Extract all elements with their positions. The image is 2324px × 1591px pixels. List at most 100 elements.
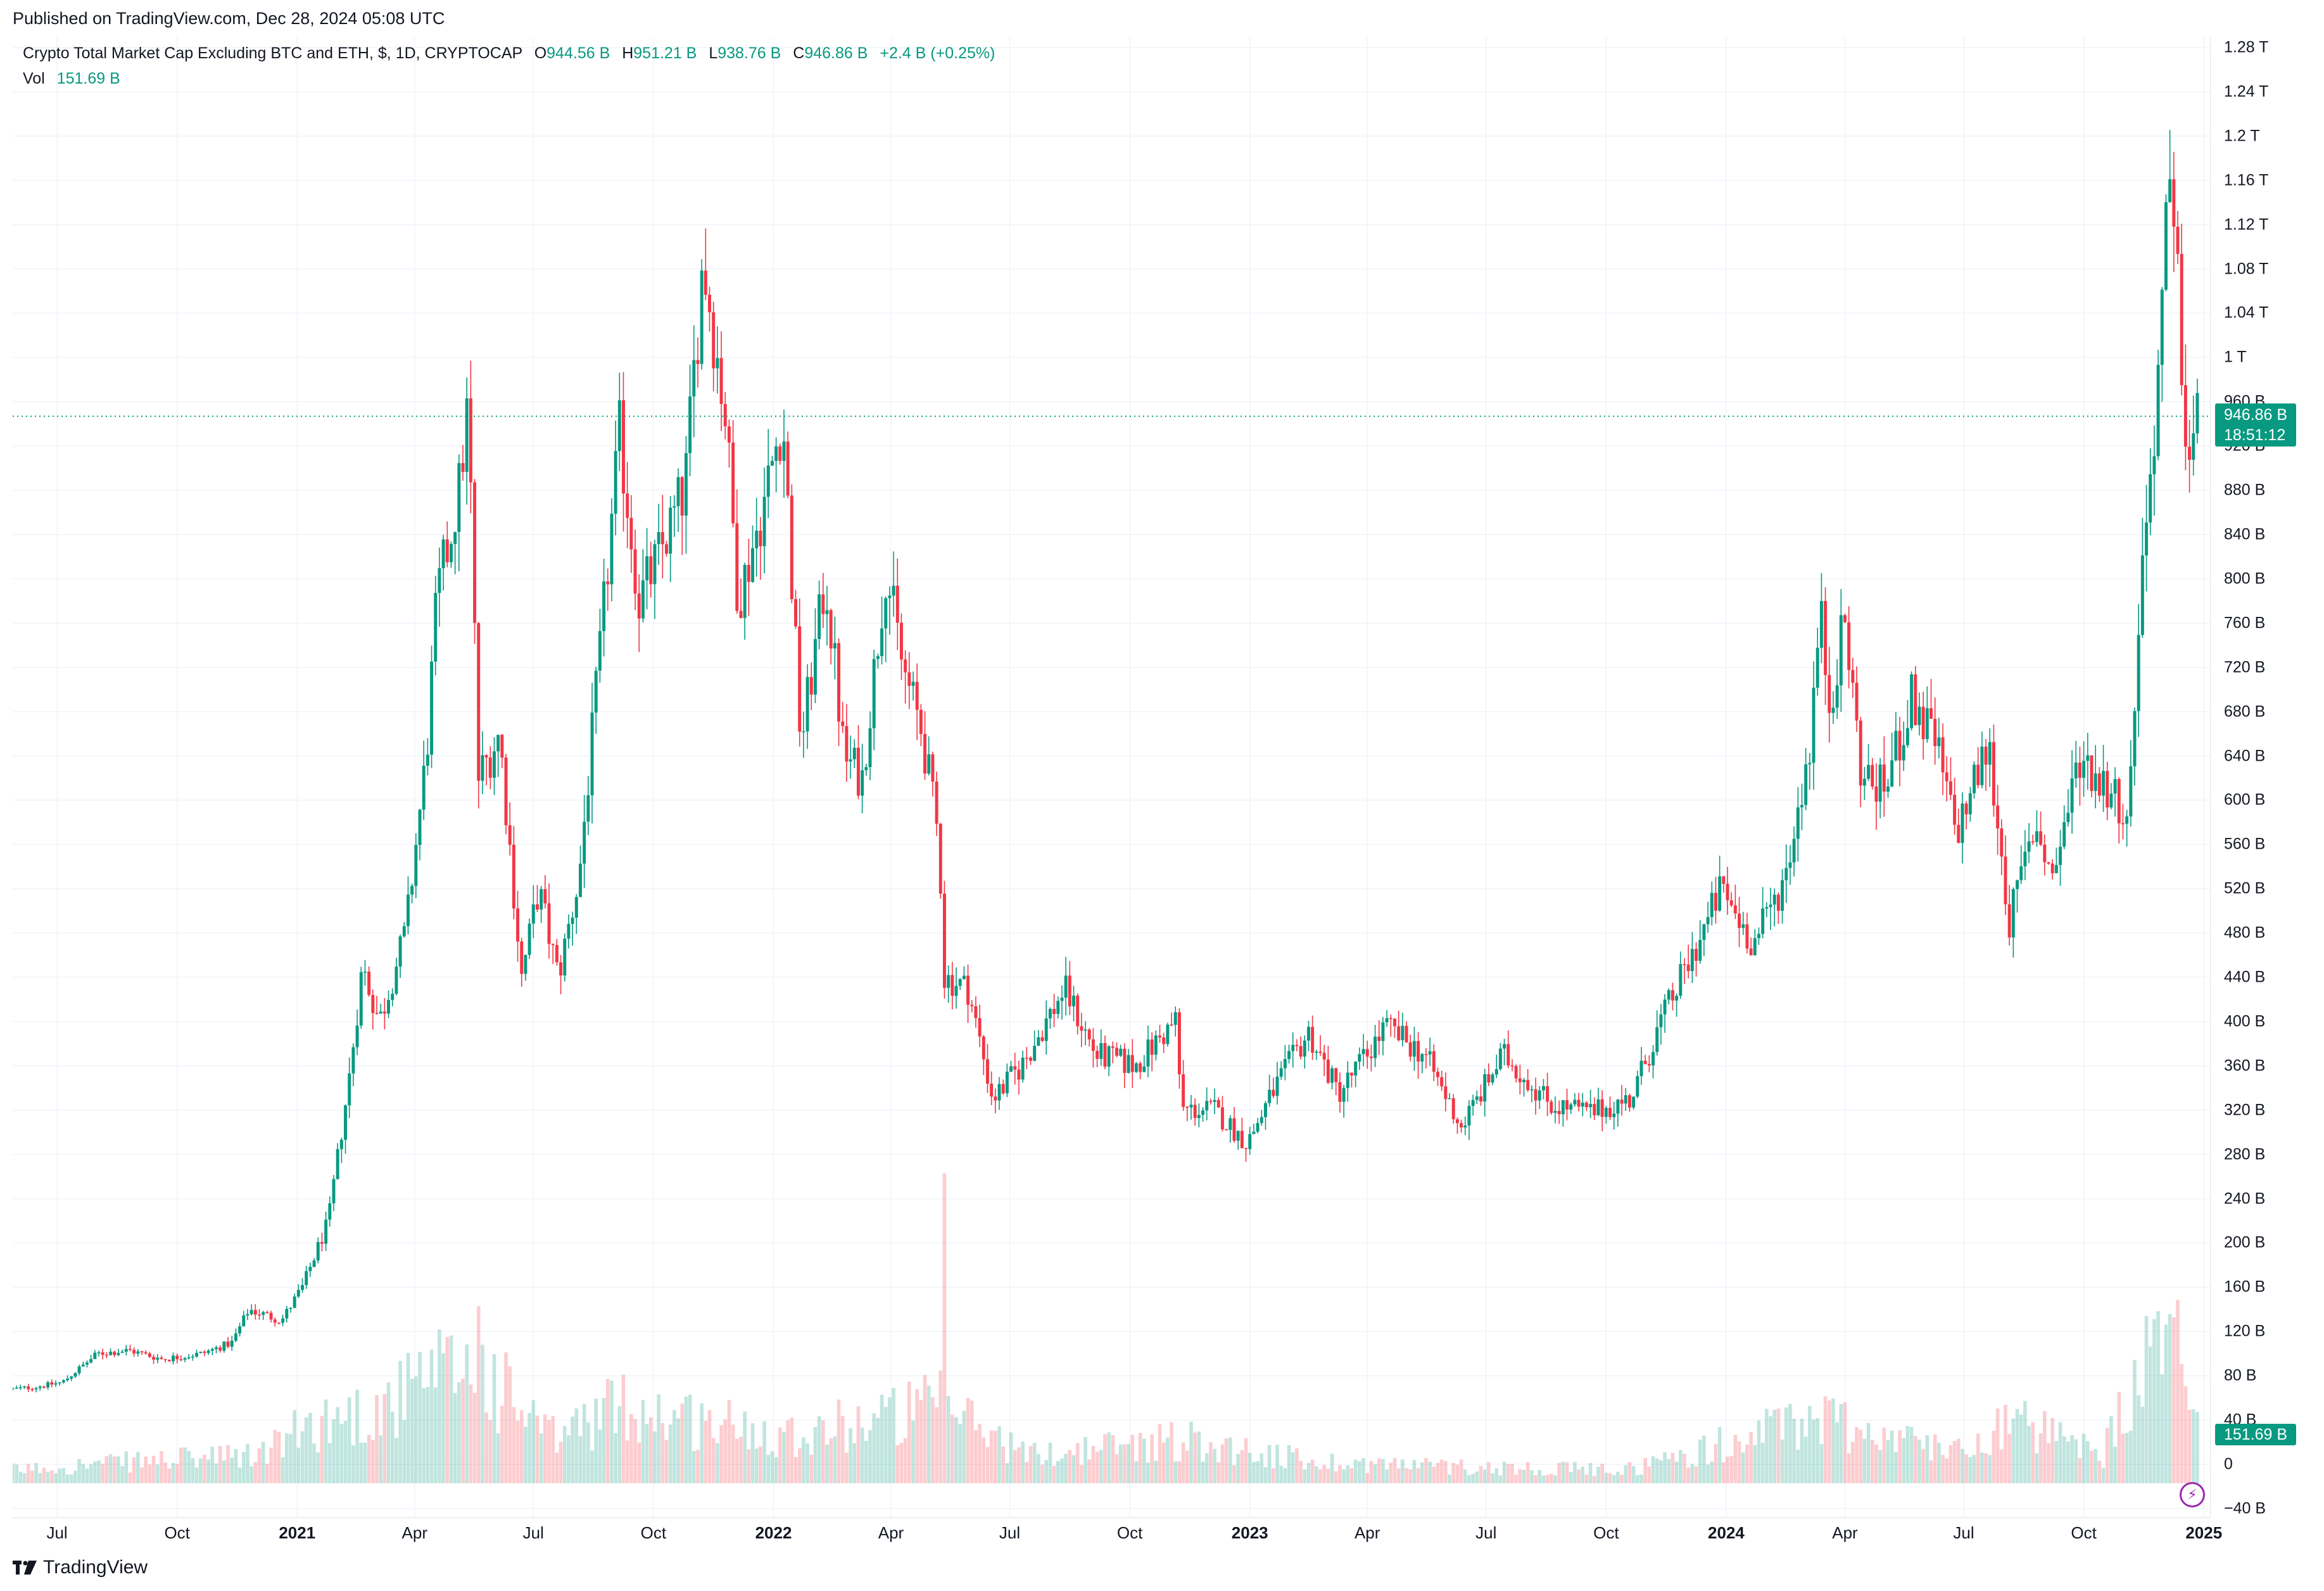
- volume-bar: [805, 1443, 809, 1483]
- volume-bar: [942, 1173, 947, 1483]
- candle-body: [2160, 289, 2164, 365]
- y-tick-label: 1.12 T: [2224, 215, 2269, 234]
- volume-bar: [418, 1352, 422, 1483]
- x-tick-label: 2023: [1231, 1523, 1268, 1542]
- candle-body: [2090, 755, 2093, 791]
- volume-bar: [1181, 1442, 1185, 1483]
- candle-body: [1831, 707, 1835, 713]
- candle-body: [296, 1290, 300, 1297]
- volume-bar: [1260, 1453, 1264, 1483]
- volume-bar: [700, 1403, 704, 1483]
- volume-bar: [1342, 1469, 1346, 1483]
- volume-bar: [1154, 1461, 1158, 1483]
- volume-bar: [739, 1436, 743, 1483]
- volume-bar: [191, 1458, 195, 1483]
- volume-bar: [144, 1456, 148, 1483]
- volume-bar: [1530, 1470, 1534, 1483]
- candle-body: [206, 1350, 210, 1353]
- volume-bar: [296, 1447, 301, 1483]
- volume-bar: [237, 1467, 242, 1483]
- candle-body: [1546, 1086, 1550, 1102]
- volume-bar: [136, 1452, 140, 1483]
- candle-body: [1639, 1060, 1643, 1077]
- volume-bar: [324, 1399, 328, 1483]
- candle-body: [148, 1353, 151, 1357]
- volume-bar: [1816, 1418, 1820, 1483]
- x-tick-label: Jul: [46, 1523, 68, 1542]
- volume-bar: [648, 1417, 653, 1483]
- x-tick-label: Jul: [1953, 1523, 1974, 1542]
- candle-body: [410, 885, 414, 895]
- volume-bar: [433, 1387, 438, 1483]
- legend-vol-label[interactable]: Vol: [23, 70, 45, 87]
- volume-bar: [22, 1473, 27, 1483]
- volume-bar: [938, 1370, 943, 1483]
- candle-body: [449, 543, 453, 562]
- published-info: Published on TradingView.com, Dec 28, 20…: [13, 9, 445, 28]
- volume-bar: [2183, 1386, 2188, 1483]
- volume-bar: [629, 1414, 633, 1483]
- candle-body: [1111, 1046, 1115, 1048]
- candle-body: [1957, 825, 1961, 843]
- volume-bar: [1491, 1473, 1494, 1483]
- candle-body: [559, 962, 563, 976]
- volume-bar: [2043, 1410, 2047, 1483]
- candle-body: [242, 1315, 246, 1327]
- candle-body: [512, 844, 515, 909]
- volume-bar: [1161, 1442, 1166, 1483]
- candle-body: [1804, 764, 1808, 806]
- candle-body: [379, 1011, 382, 1014]
- volume-bar: [1976, 1433, 1980, 1483]
- chart-legend: Crypto Total Market Cap Excluding BTC an…: [23, 41, 995, 91]
- volume-bar: [1577, 1469, 1581, 1483]
- volume-bar: [1040, 1464, 1044, 1483]
- candle-body: [1440, 1077, 1444, 1087]
- legend-symbol[interactable]: Crypto Total Market Cap Excluding BTC an…: [23, 44, 522, 62]
- volume-bar: [571, 1416, 574, 1483]
- candle-body: [218, 1347, 222, 1351]
- volume-bar: [1401, 1459, 1405, 1483]
- volume-bar: [935, 1407, 938, 1483]
- volume-bar: [241, 1452, 246, 1483]
- candle-body: [1220, 1107, 1224, 1130]
- candle-body: [1479, 1096, 1482, 1102]
- volume-bar: [594, 1398, 598, 1483]
- volume-bar: [1216, 1462, 1221, 1483]
- volume-bar: [2027, 1426, 2031, 1483]
- candle-body: [1248, 1134, 1252, 1150]
- volume-bar: [1475, 1471, 1479, 1483]
- candle-body: [712, 312, 716, 369]
- volume-bar: [1471, 1474, 1475, 1483]
- candle-body: [704, 270, 707, 295]
- candle-body: [1996, 805, 2000, 828]
- candle-body: [144, 1352, 148, 1353]
- candle-body: [1988, 742, 1992, 765]
- chart-area[interactable]: [13, 37, 2210, 1518]
- candle-body: [927, 754, 931, 774]
- candle-body: [786, 441, 790, 496]
- volume-bar: [527, 1413, 531, 1483]
- volume-bar: [1428, 1461, 1432, 1483]
- volume-bar: [958, 1424, 962, 1483]
- candle-body: [38, 1386, 42, 1388]
- lightning-icon[interactable]: ⚡: [2180, 1482, 2205, 1507]
- volume-bar: [895, 1445, 900, 1483]
- y-tick-label: 560 B: [2224, 835, 2266, 853]
- candle-body: [1984, 746, 1988, 765]
- volume-bar: [1353, 1459, 1358, 1483]
- volume-bar: [1988, 1455, 1992, 1483]
- candle-body: [1103, 1043, 1107, 1067]
- volume-bar: [2050, 1417, 2054, 1483]
- price-chart[interactable]: [13, 37, 2210, 1518]
- volume-bar: [1651, 1456, 1655, 1483]
- candle-body: [1569, 1104, 1573, 1110]
- candle-body: [1401, 1025, 1405, 1041]
- volume-bar: [46, 1471, 50, 1483]
- volume-bar: [1945, 1458, 1949, 1483]
- volume-bar: [1283, 1467, 1287, 1483]
- candle-body: [1855, 683, 1859, 721]
- volume-bar: [1624, 1465, 1628, 1483]
- candle-body: [700, 270, 704, 364]
- candle-body: [1941, 737, 1945, 773]
